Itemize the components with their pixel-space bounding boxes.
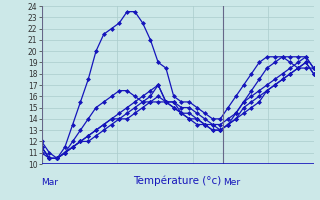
Text: Mar: Mar xyxy=(42,178,59,187)
X-axis label: Température (°c): Température (°c) xyxy=(133,175,222,186)
Text: Mer: Mer xyxy=(223,178,240,187)
